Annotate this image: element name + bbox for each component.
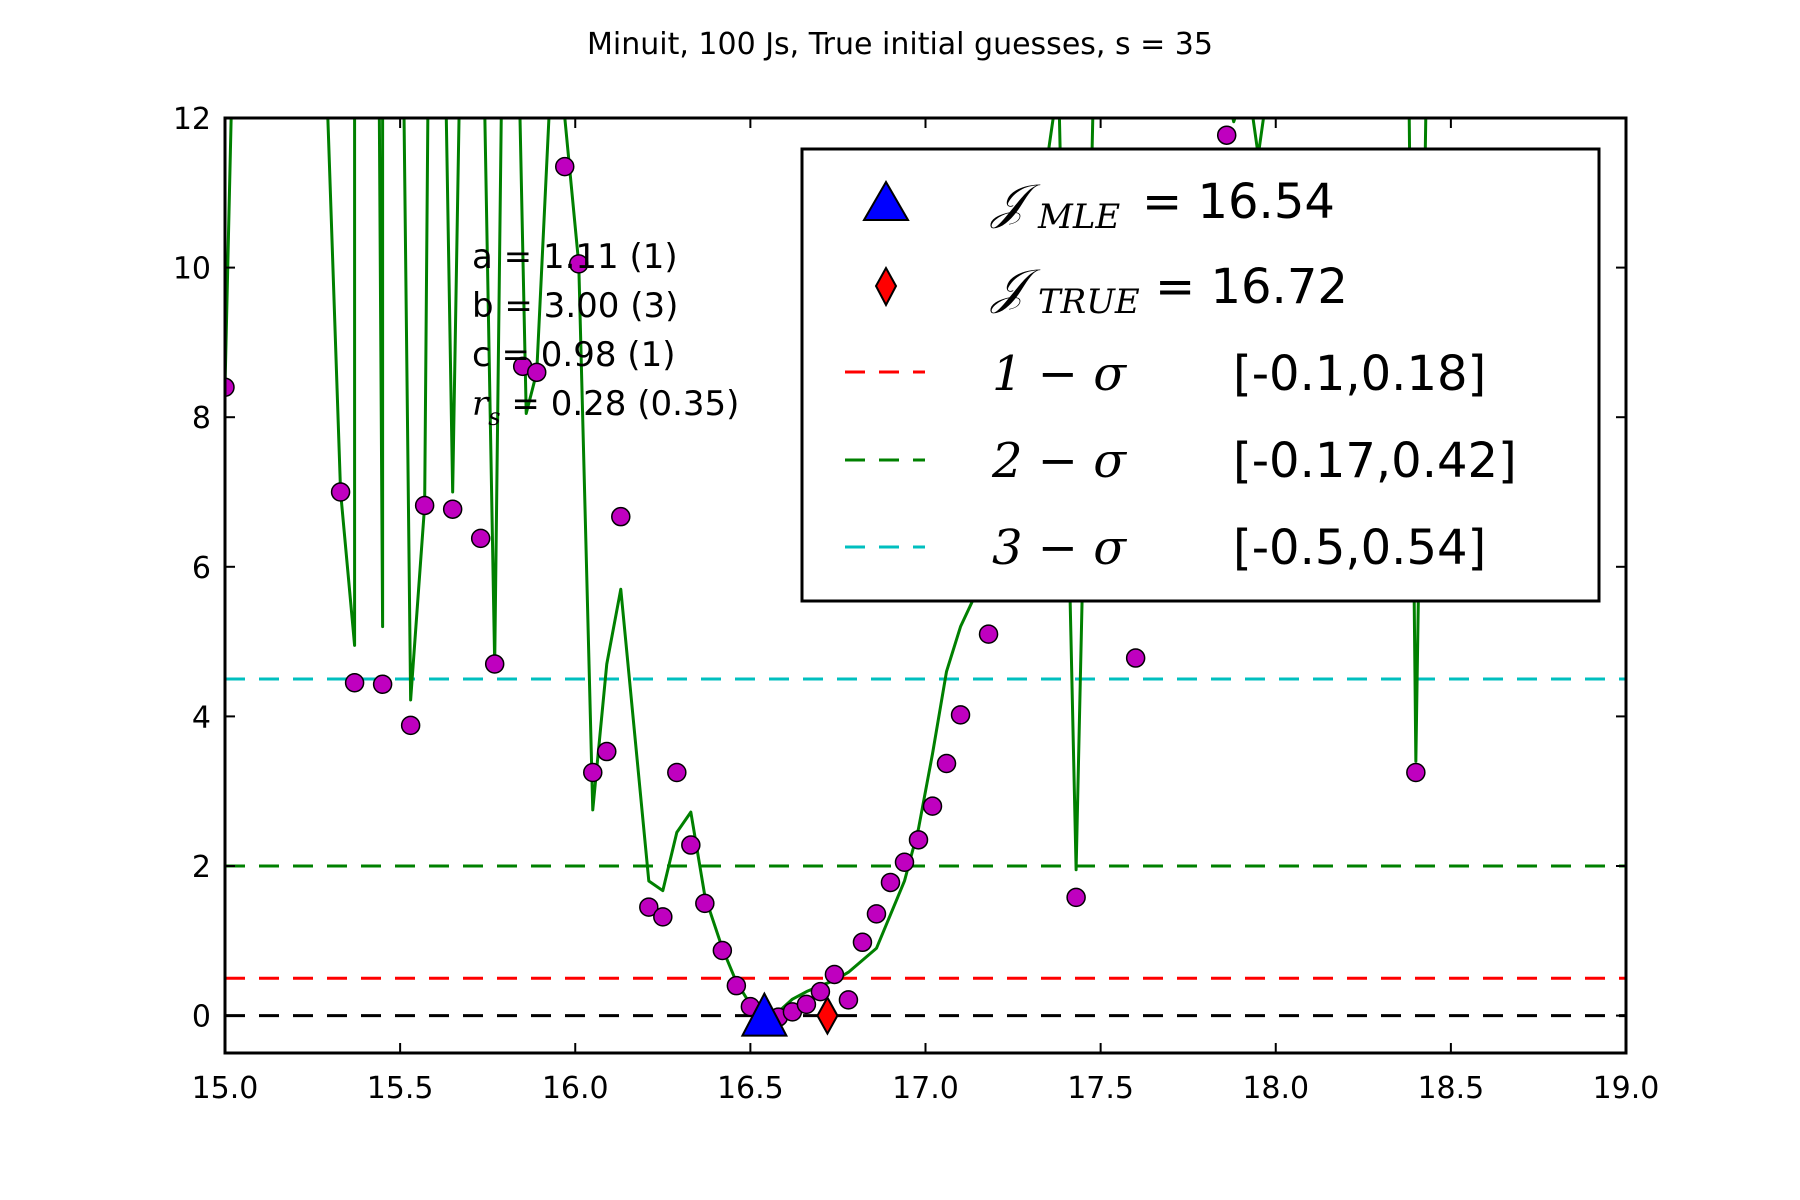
data-point (484, 654, 505, 674)
data-point (400, 715, 421, 736)
legend-true-subscript: TRUE (1038, 282, 1140, 322)
mle-marker (740, 991, 789, 1037)
rs-symbol: r (472, 384, 490, 424)
reference-lines (225, 677, 1626, 1018)
data-point (225, 377, 235, 398)
legend-2sigma-value: [-0.17,0.42] (1233, 433, 1517, 489)
y-tick-label: 2 (192, 850, 211, 885)
data-point (1406, 762, 1426, 783)
rs-subscript: s (488, 403, 500, 431)
data-point (583, 762, 603, 783)
legend-box (800, 147, 1601, 603)
data-point (1066, 887, 1086, 908)
data-point (639, 897, 659, 917)
data-point (852, 932, 873, 953)
data-point (1125, 648, 1146, 668)
x-tick-label: 18.0 (1242, 1071, 1309, 1106)
data-point (810, 981, 831, 1002)
fit-annotation: a = 1.11 (1) b = 3.00 (3) c = 0.98 (1) r… (472, 237, 739, 431)
chart-title: Minuit, 100 Js, True initial guesses, s … (587, 27, 1213, 62)
true-marker (816, 995, 839, 1036)
x-tick-label: 17.0 (892, 1071, 959, 1106)
y-tick-label: 10 (173, 252, 211, 287)
x-tick-label: 16.5 (717, 1071, 784, 1106)
data-point (726, 975, 747, 996)
x-tick-label: 15.5 (367, 1071, 434, 1106)
data-point (470, 528, 491, 549)
data-point (372, 674, 393, 694)
annotation-line-b: b = 3.00 (3) (472, 286, 678, 326)
data-point (597, 741, 617, 762)
data-point (526, 362, 547, 383)
legend-mle-subscript: MLE (1037, 197, 1120, 237)
data-point (414, 495, 435, 516)
data-point (908, 830, 929, 850)
y-tick-label: 4 (192, 700, 211, 735)
data-point (936, 753, 957, 774)
x-tick-label: 18.5 (1417, 1071, 1484, 1106)
rs-value: = 0.28 (0.35) (501, 384, 740, 424)
x-tick-label: 16.0 (542, 1071, 609, 1106)
annotation-line-a: a = 1.11 (1) (472, 237, 678, 277)
data-point (667, 762, 687, 783)
data-point (880, 872, 901, 893)
data-point (330, 482, 351, 502)
data-point (569, 254, 589, 274)
y-tick-label: 0 (192, 1000, 211, 1035)
legend-marker-mle (862, 180, 910, 221)
legend-1sigma-label: 1 − σ (992, 346, 1127, 402)
y-tick-label: 12 (173, 102, 211, 137)
data-point (922, 796, 943, 816)
data-point (950, 705, 971, 725)
legend-3sigma-value: [-0.5,0.54] (1233, 520, 1486, 576)
data-point (554, 156, 575, 177)
data-point (681, 835, 701, 855)
legend: 𝒥 MLE = 16.54 𝒥 TRUE = 16.72 1 − σ [-0.1… (800, 147, 1601, 603)
x-tick-label: 17.5 (1067, 1071, 1134, 1106)
legend-1sigma-value: [-0.1,0.18] (1233, 346, 1486, 402)
legend-3sigma-label: 3 − σ (992, 520, 1127, 576)
legend-marker-true (874, 265, 898, 308)
data-point (344, 672, 365, 693)
annotation-line-rs: rs = 0.28 (0.35) (472, 384, 739, 431)
data-point (796, 994, 817, 1015)
data-point (866, 904, 887, 924)
y-axis: 0 2 4 6 8 10 12 (173, 102, 1626, 1035)
x-axis: 15.0 15.5 16.0 16.5 17.0 17.5 18.0 18.5 19.0 (192, 118, 1660, 1106)
legend-true-value: = 16.72 (1155, 259, 1348, 315)
legend-2sigma-label: 2 − σ (991, 433, 1127, 489)
data-point (442, 499, 463, 519)
legend-mle-value: = 16.54 (1142, 174, 1335, 230)
data-point (1216, 125, 1237, 145)
data-point (712, 940, 733, 961)
y-tick-label: 8 (192, 401, 211, 436)
y-tick-label: 6 (192, 551, 211, 586)
data-point (978, 624, 999, 644)
data-point (695, 893, 715, 914)
fit-line (225, 118, 1428, 1016)
estimate-markers (740, 991, 839, 1037)
data-point (653, 907, 673, 927)
x-tick-label: 19.0 (1593, 1071, 1660, 1106)
data-point (838, 990, 859, 1010)
annotation-line-c: c = 0.98 (1) (472, 335, 675, 375)
data-point (824, 964, 845, 985)
data-point (894, 852, 915, 873)
x-tick-label: 15.0 (192, 1071, 259, 1106)
data-point (611, 506, 631, 527)
